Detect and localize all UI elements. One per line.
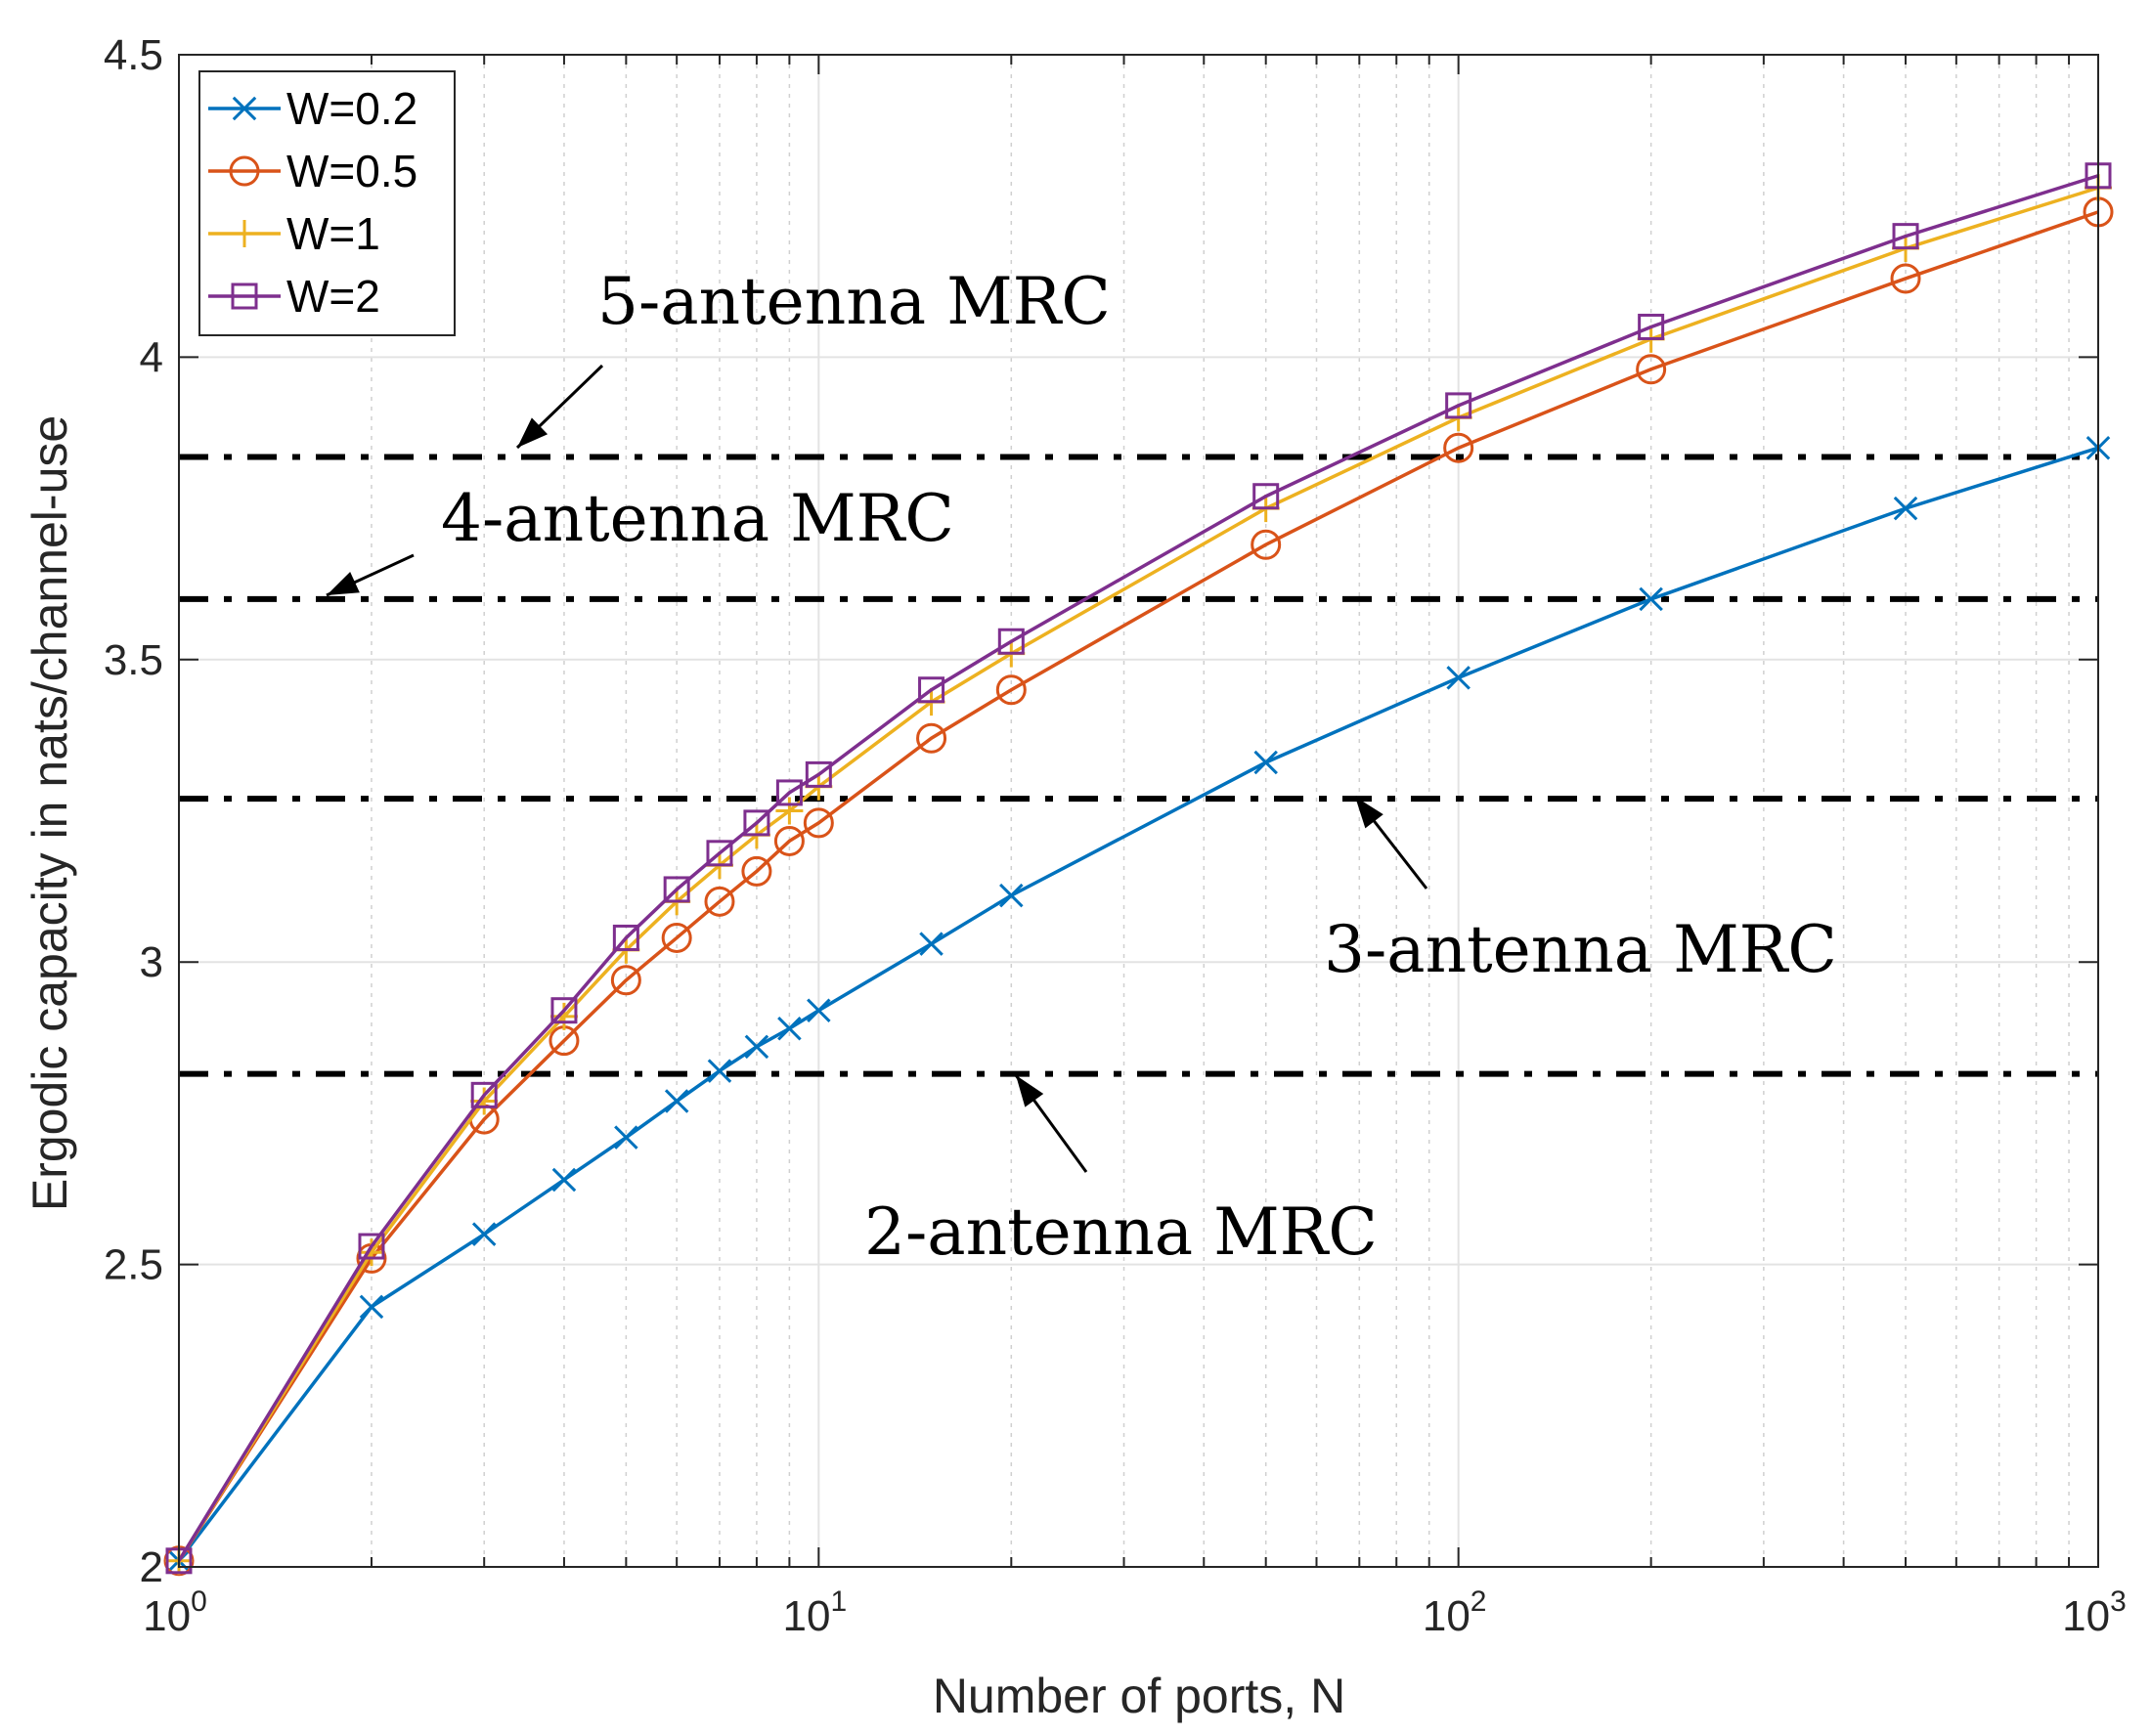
data-point-circle (916, 722, 947, 754)
y-tick-label: 2.5 (104, 1241, 163, 1289)
arrowhead-icon (1355, 797, 1383, 829)
data-point-x (1253, 750, 1278, 775)
x-tick-label: 101 (783, 1585, 848, 1640)
annotation-label: 2-antenna MRC (864, 1194, 1378, 1270)
reference-lines (179, 454, 2098, 1077)
legend-entry: W=0.2 (286, 83, 417, 134)
data-point-x (471, 1222, 497, 1246)
data-point-x (232, 96, 257, 121)
data-point-square (358, 1233, 385, 1260)
data-point-x (359, 1294, 384, 1320)
data-point-square (1638, 313, 1665, 340)
data-point-circle (995, 674, 1027, 706)
annotation-label: 4-antenna MRC (441, 481, 954, 556)
data-point-circle (1890, 263, 1921, 294)
data-point-circle (661, 922, 692, 953)
data-point-x (664, 1089, 689, 1113)
data-point-square (805, 760, 832, 788)
annotation-label: 5-antenna MRC (597, 264, 1111, 339)
series-group (163, 162, 2114, 1577)
data-point-x (919, 932, 944, 956)
legend-entry: W=1 (286, 208, 380, 259)
data-point-square (743, 809, 770, 837)
series-W=1 (165, 174, 2112, 1575)
data-point-x (551, 1167, 577, 1193)
data-point-circle (1636, 354, 1667, 385)
data-point-square (550, 997, 578, 1024)
arrowhead-icon (517, 417, 549, 448)
data-point-x (744, 1034, 769, 1060)
arrowhead-icon (1016, 1075, 1044, 1107)
y-tick-label: 2 (140, 1543, 163, 1591)
legend-entry: W=0.5 (286, 146, 417, 196)
arrowhead-icon (327, 572, 360, 595)
data-point-circle (1443, 432, 1474, 463)
legend-box (198, 70, 456, 336)
data-point-x (614, 1125, 638, 1150)
series-W=2 (165, 162, 2112, 1575)
data-point-circle (1251, 529, 1282, 560)
series-line (177, 446, 2099, 1562)
x-tick-label: 100 (143, 1585, 207, 1640)
data-point-x (999, 883, 1024, 908)
data-point-circle (741, 855, 772, 887)
data-point-square (231, 282, 258, 310)
data-point-x (1446, 666, 1471, 690)
data-point-circle (803, 807, 834, 839)
x-tick-label: 103 (2062, 1585, 2127, 1640)
data-point-square (612, 924, 639, 951)
data-point-square (1445, 392, 1472, 419)
y-axis-label: Ergodic capacity in nats/channel-use (22, 415, 77, 1211)
x-axis-label: Number of ports, N (933, 1669, 1345, 1723)
y-tick-label: 4 (140, 333, 163, 381)
y-tick-label: 3.5 (104, 636, 163, 684)
ticks: 100 101 102 103 2 2.5 3 3.5 4 4.5 (104, 31, 2127, 1640)
annotations: 5-antenna MRC 4-antenna MRC 3-antenna MRC 2… (326, 264, 1837, 1270)
y-tick-label: 3 (140, 938, 163, 986)
plot-frame (178, 54, 2099, 1568)
annotation-label: 3-antenna MRC (1324, 912, 1837, 987)
y-tick-label: 4.5 (104, 31, 163, 79)
data-point-square (470, 1081, 498, 1108)
data-point-square (706, 840, 733, 867)
series-line (177, 186, 2099, 1562)
data-point-square (775, 779, 803, 806)
data-point-circle (610, 965, 641, 996)
data-point-square (663, 876, 690, 903)
data-point-square (918, 676, 945, 704)
data-point-x (777, 1017, 802, 1041)
data-point-circle (773, 825, 805, 856)
data-point-x (1639, 586, 1663, 612)
data-point-square (1892, 223, 1919, 250)
x-tick-label: 102 (1423, 1585, 1487, 1640)
series-W=0.5 (163, 196, 2114, 1577)
data-point-x (807, 998, 831, 1022)
data-point-square (997, 628, 1025, 655)
data-point-x (707, 1059, 732, 1083)
series-line (177, 210, 2099, 1562)
data-point-circle (229, 155, 260, 187)
data-point-x (1893, 496, 1918, 521)
data-point-square (1252, 483, 1280, 510)
series-line (177, 174, 2099, 1562)
data-point-circle (704, 886, 735, 917)
series-W=0.2 (166, 435, 2111, 1574)
legend: W=0.2 W=0.5 W=1 W=2 (198, 70, 456, 336)
legend-entry: W=2 (286, 271, 380, 322)
